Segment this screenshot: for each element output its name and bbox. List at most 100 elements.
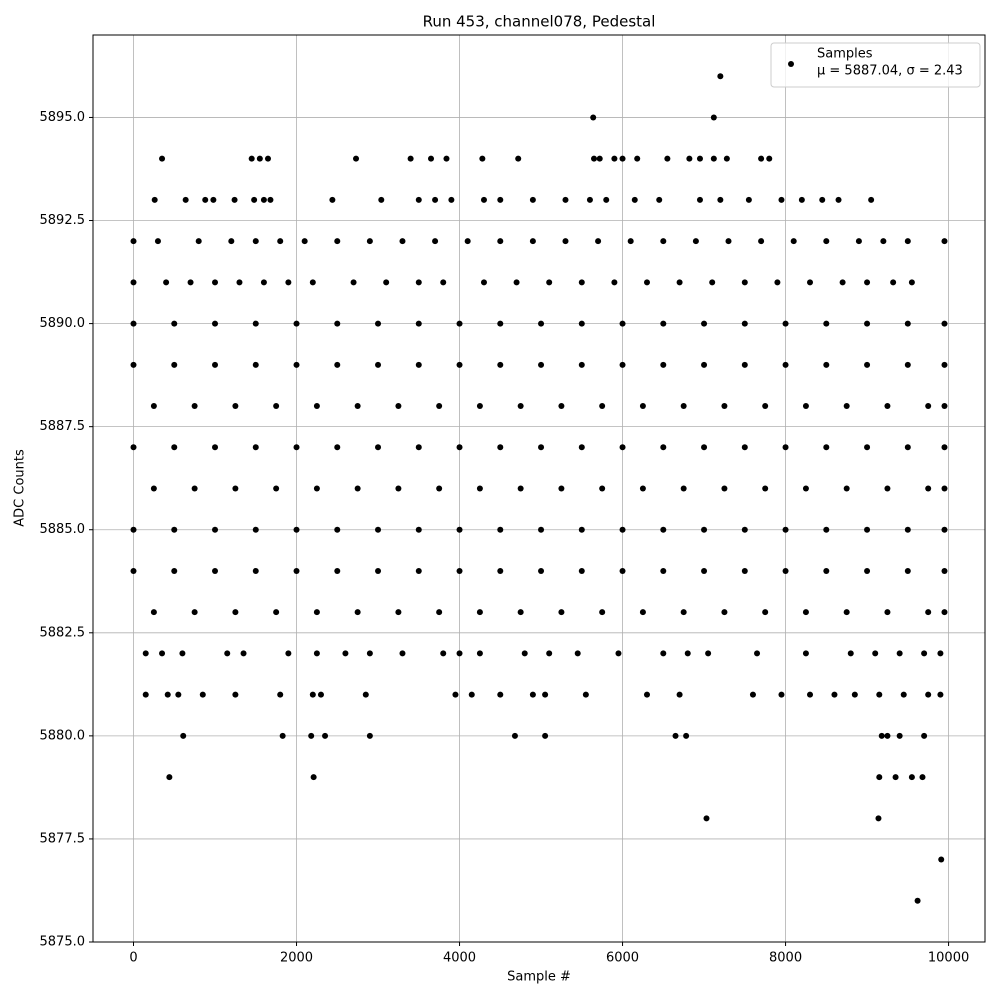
- data-point: [293, 526, 300, 533]
- data-point: [701, 567, 708, 574]
- data-point: [721, 609, 728, 616]
- data-point: [511, 732, 518, 739]
- data-point: [676, 279, 683, 286]
- data-point: [240, 650, 247, 657]
- data-point: [680, 403, 687, 410]
- data-point: [839, 279, 846, 286]
- data-point: [497, 567, 504, 574]
- data-point: [432, 196, 439, 203]
- data-point: [277, 691, 284, 698]
- data-point: [334, 526, 341, 533]
- y-tick-label: 5895.0: [40, 110, 86, 125]
- data-point: [701, 320, 708, 327]
- data-point: [619, 361, 626, 368]
- data-point: [684, 650, 691, 657]
- y-tick-label: 5880.0: [40, 728, 86, 743]
- data-point: [202, 196, 209, 203]
- data-point: [710, 114, 717, 121]
- data-point: [313, 403, 320, 410]
- data-point: [182, 196, 189, 203]
- data-point: [529, 238, 536, 245]
- data-point: [256, 155, 263, 162]
- data-point: [754, 650, 761, 657]
- data-point: [538, 444, 545, 451]
- data-point: [164, 691, 171, 698]
- data-point: [354, 609, 361, 616]
- data-point: [179, 650, 186, 657]
- data-point: [480, 196, 487, 203]
- data-point: [798, 196, 805, 203]
- data-point: [639, 403, 646, 410]
- data-point: [293, 320, 300, 327]
- data-point: [395, 485, 402, 492]
- y-tick-label: 5885.0: [40, 522, 86, 537]
- data-point: [252, 567, 259, 574]
- data-point: [130, 320, 137, 327]
- data-point: [941, 526, 948, 533]
- data-point: [619, 567, 626, 574]
- data-point: [941, 485, 948, 492]
- data-point: [631, 196, 638, 203]
- data-point: [937, 650, 944, 657]
- data-point: [285, 279, 292, 286]
- data-point: [395, 403, 402, 410]
- data-point: [154, 238, 161, 245]
- data-point: [782, 320, 789, 327]
- data-point: [308, 732, 315, 739]
- data-point: [925, 485, 932, 492]
- data-point: [701, 526, 708, 533]
- data-point: [448, 196, 455, 203]
- data-point: [823, 567, 830, 574]
- data-point: [904, 320, 911, 327]
- data-point: [285, 650, 292, 657]
- data-point: [273, 403, 280, 410]
- data-point: [432, 238, 439, 245]
- data-point: [634, 155, 641, 162]
- data-point: [904, 361, 911, 368]
- data-point: [591, 155, 598, 162]
- data-point: [941, 609, 948, 616]
- data-point: [273, 609, 280, 616]
- data-point: [443, 155, 450, 162]
- data-point: [468, 691, 475, 698]
- data-point: [191, 485, 198, 492]
- data-point: [762, 403, 769, 410]
- data-point: [231, 196, 238, 203]
- data-point: [627, 238, 634, 245]
- data-point: [130, 279, 137, 286]
- data-point: [701, 361, 708, 368]
- data-point: [582, 691, 589, 698]
- data-point: [599, 609, 606, 616]
- data-point: [279, 732, 286, 739]
- data-point: [166, 774, 173, 781]
- data-point: [313, 485, 320, 492]
- data-point: [407, 155, 414, 162]
- chart-title: Run 453, channel078, Pedestal: [423, 13, 656, 31]
- data-point: [703, 815, 710, 822]
- data-point: [546, 279, 553, 286]
- data-point: [904, 526, 911, 533]
- data-point: [542, 732, 549, 739]
- data-point: [415, 361, 422, 368]
- data-point: [611, 279, 618, 286]
- data-point: [908, 774, 915, 781]
- data-point: [599, 403, 606, 410]
- data-point: [334, 238, 341, 245]
- data-point: [354, 485, 361, 492]
- data-point: [643, 279, 650, 286]
- data-point: [267, 196, 274, 203]
- data-point: [741, 526, 748, 533]
- data-point: [676, 691, 683, 698]
- data-point: [578, 320, 585, 327]
- data-point: [639, 485, 646, 492]
- data-point: [900, 691, 907, 698]
- data-point: [224, 650, 231, 657]
- data-point: [195, 238, 202, 245]
- data-point: [680, 485, 687, 492]
- data-point: [725, 238, 732, 245]
- data-point: [574, 650, 581, 657]
- data-point: [313, 650, 320, 657]
- y-tick-label: 5887.5: [40, 419, 86, 434]
- data-point: [595, 238, 602, 245]
- data-point: [236, 279, 243, 286]
